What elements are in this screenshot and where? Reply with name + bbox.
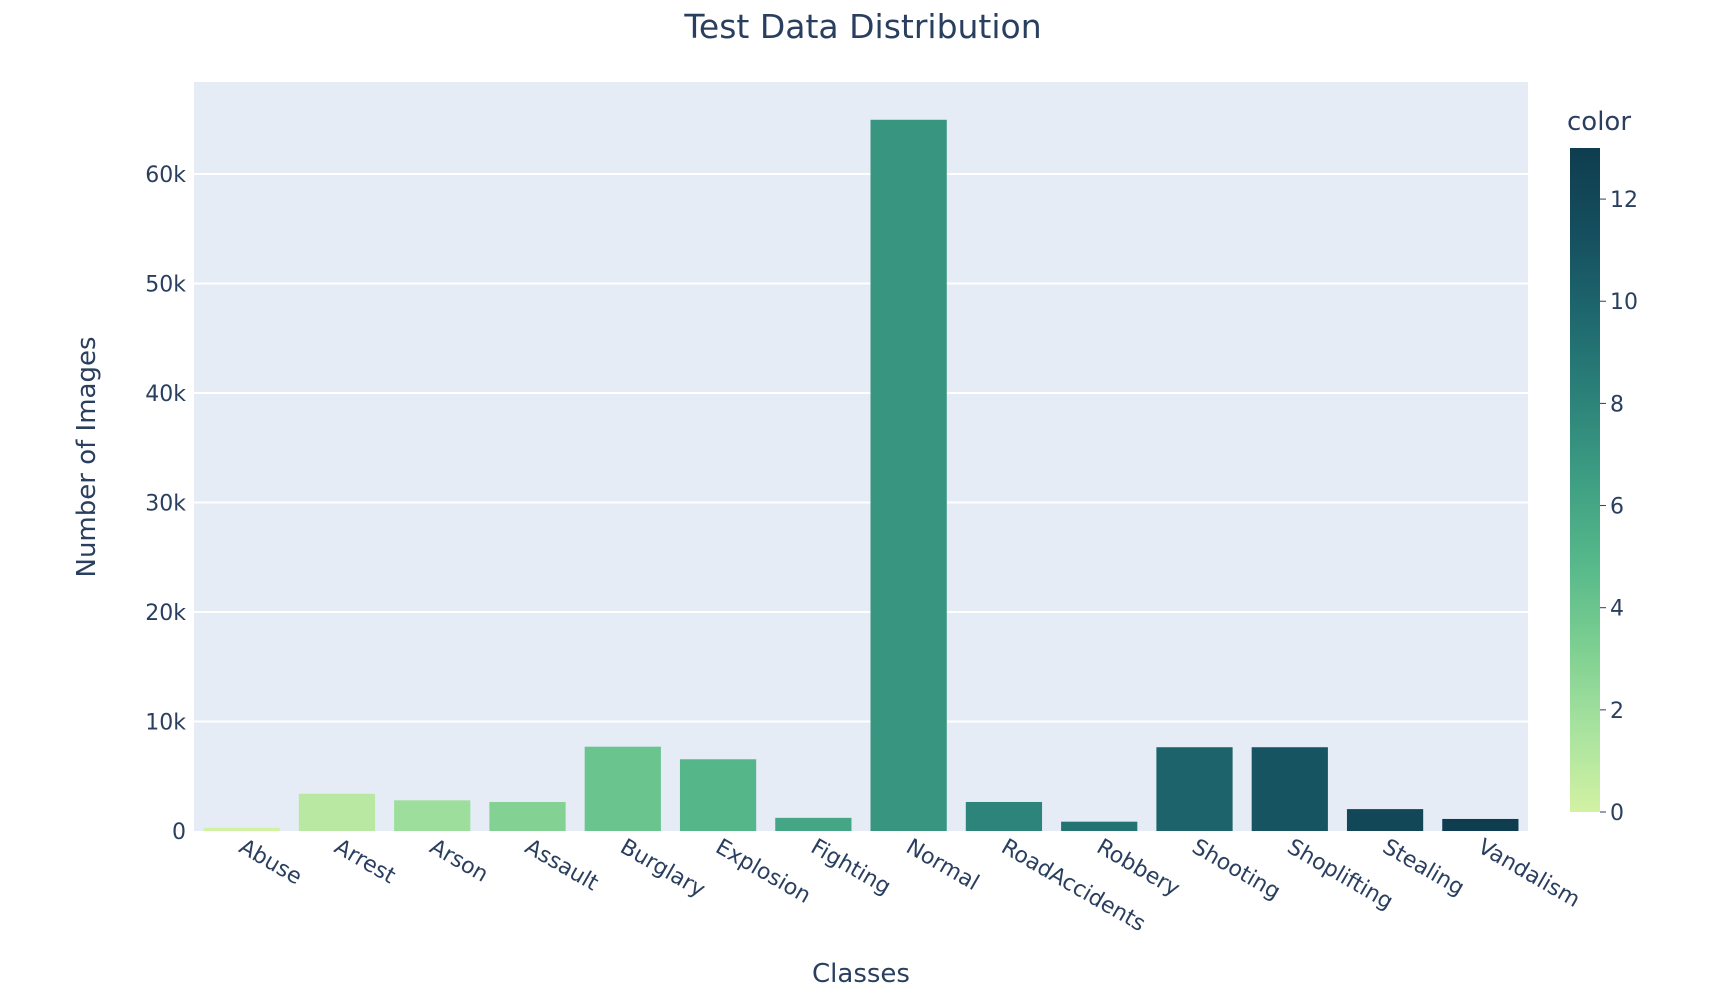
bar-roadaccidents (965, 801, 1043, 831)
bar-burglary (584, 746, 661, 831)
y-tick-label: 10k (145, 710, 186, 735)
gridlines (194, 172, 1528, 723)
bar-stealing (1346, 809, 1424, 831)
bar-robbery (1061, 821, 1138, 831)
colorbar-tick-label: 10 (1610, 290, 1638, 315)
x-tick-label: Burglary (616, 835, 709, 903)
colorbar-tick-label: 4 (1610, 597, 1624, 622)
bar-fighting (775, 817, 852, 831)
x-tick-label: Vandalism (1473, 835, 1584, 913)
y-tick-labels: 0 10k 20k 30k 40k 50k 60k (145, 163, 186, 845)
plot-area (194, 82, 1528, 831)
bar-normal (870, 119, 947, 832)
y-tick-label: 30k (145, 491, 186, 516)
bar-assault (489, 801, 566, 831)
colorbar-tick-label: 0 (1610, 801, 1624, 826)
x-tick-label: Assault (521, 835, 603, 897)
colorbar-tick-label: 6 (1610, 495, 1624, 520)
bar-explosion (679, 759, 757, 831)
y-tick-label: 0 (172, 820, 186, 845)
colorbar-tick-label: 8 (1610, 392, 1624, 417)
x-tick-label: Explosion (711, 835, 815, 909)
x-tick-label: Shoplifting (1283, 835, 1397, 915)
y-tick-label: 40k (145, 382, 186, 407)
x-tick-labels: Abuse Arrest Arson Assault Burglary Explosion… (235, 835, 1584, 938)
x-tick-label: Normal (902, 835, 983, 896)
x-tick-label: Fighting (806, 835, 894, 901)
colorbar: color 0 2 4 6 8 10 12 (1567, 107, 1638, 826)
bar-shooting (1156, 747, 1233, 831)
y-axis-title: Number of Images (72, 336, 102, 577)
bar-vandalism (1442, 818, 1519, 831)
y-tick-label: 50k (145, 272, 186, 297)
colorbar-title: color (1567, 107, 1631, 137)
bar-arson (394, 800, 471, 831)
x-tick-label: Abuse (235, 835, 306, 891)
chart-title: Test Data Distribution (683, 7, 1041, 46)
colorbar-gradient (1570, 148, 1600, 812)
y-tick-label: 60k (145, 163, 186, 188)
bar-shoplifting (1251, 747, 1328, 831)
y-tick-label: 20k (145, 601, 186, 626)
x-tick-label: Arson (425, 835, 492, 888)
bars (203, 119, 1519, 832)
bar-arrest (298, 793, 376, 831)
colorbar-tick-label: 12 (1610, 188, 1638, 213)
x-axis-title: Classes (812, 959, 910, 989)
x-tick-label: Arrest (330, 835, 400, 890)
colorbar-tick-label: 2 (1610, 699, 1624, 724)
x-tick-label: Shooting (1188, 835, 1285, 905)
bar-abuse (203, 827, 280, 831)
